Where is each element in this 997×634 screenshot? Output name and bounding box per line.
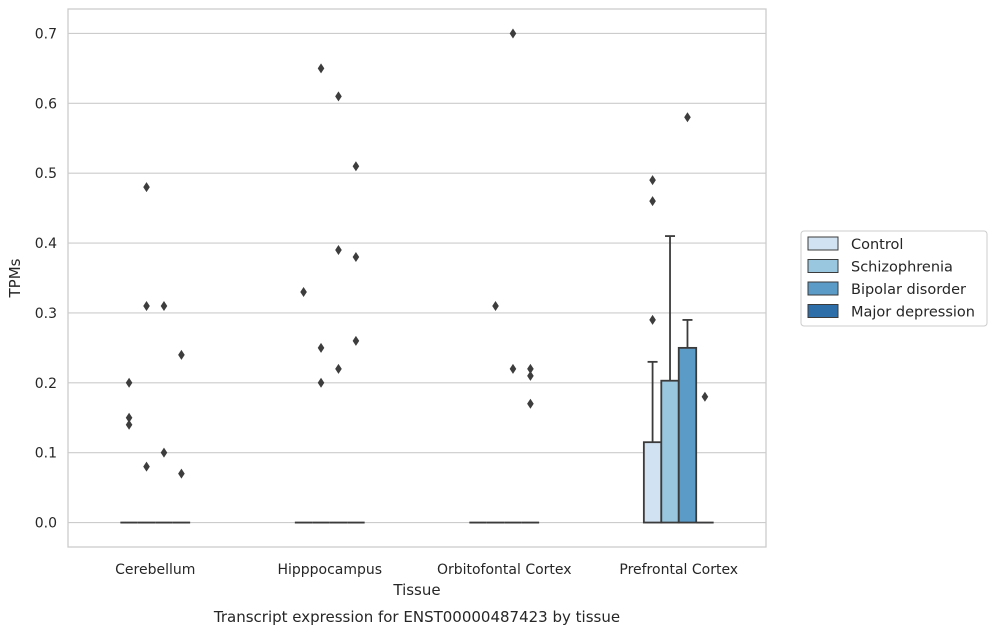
outlier-point [143,461,150,472]
outlier-point [509,28,517,39]
y-axis-label: TPMs [6,258,24,298]
x-axis-label: Tissue [392,581,440,599]
legend-label: Major depression [851,305,975,321]
legend-label: Control [851,237,903,253]
bar [642,441,663,524]
x-tick-label: Orbitofontal Cortex [437,562,572,578]
x-tick-label: Cerebellum [115,562,195,578]
outlier-points [125,28,709,479]
y-tick-label: 0.4 [35,236,57,252]
outlier-point [527,398,534,409]
outlier-point [701,391,709,402]
legend-swatch [807,281,839,296]
y-tick-label: 0.0 [35,516,57,532]
y-tick-label: 0.1 [35,446,57,462]
outlier-point [317,377,325,388]
outlier-point [649,175,656,186]
outlier-point [160,300,168,311]
outlier-point [300,286,307,297]
outlier-point [317,63,325,74]
outlier-point [125,377,133,388]
legend-label: Bipolar disorder [851,282,966,298]
outlier-point [649,196,656,207]
y-tick-label: 0.7 [35,26,57,42]
bars [120,346,714,524]
x-tick-labels: Cerebellum Hipppocampus Orbitofontal Corte… [115,562,738,578]
legend-swatch [807,259,839,273]
legend-frame [800,230,988,327]
legend-label: Schizophrenia [851,260,953,276]
gridlines [68,32,766,524]
legend: Control Schizophrenia Bipolar disorder Majo… [800,230,988,327]
x-tick-label: Prefrontal Cortex [619,562,738,578]
outlier-point [335,363,342,374]
legend-swatch [807,304,839,318]
y-tick-label: 0.2 [35,376,57,392]
outlier-point [335,91,342,102]
outlier-point [160,447,168,458]
y-tick-labels: 0.0 0.1 0.2 0.3 0.4 0.5 0.6 0.7 [35,26,57,531]
outlier-point [352,335,360,346]
y-tick-label: 0.5 [35,166,57,182]
outlier-point [352,252,360,263]
outlier-point [317,342,325,353]
outlier-point [352,161,360,172]
bar [677,346,698,524]
outlier-point [178,349,185,360]
plot-frame [67,8,767,548]
outlier-point [527,363,534,374]
outlier-point [527,370,534,381]
outlier-point [143,182,150,193]
outlier-point [125,412,133,423]
outlier-point [178,468,185,479]
bar [660,379,680,524]
y-tick-label: 0.6 [35,96,57,112]
x-tick-label: Hipppocampus [277,562,382,578]
outlier-point [684,112,691,123]
outlier-point [125,419,133,430]
outlier-point [335,245,342,256]
legend-swatch [807,236,839,251]
outlier-point [492,300,499,311]
y-tick-label: 0.3 [35,306,57,322]
chart-caption: Transcript expression for ENST0000048742… [213,608,620,626]
outlier-point [649,314,656,325]
error-bars [647,235,693,443]
outlier-point [509,363,517,374]
outlier-point [143,300,150,311]
